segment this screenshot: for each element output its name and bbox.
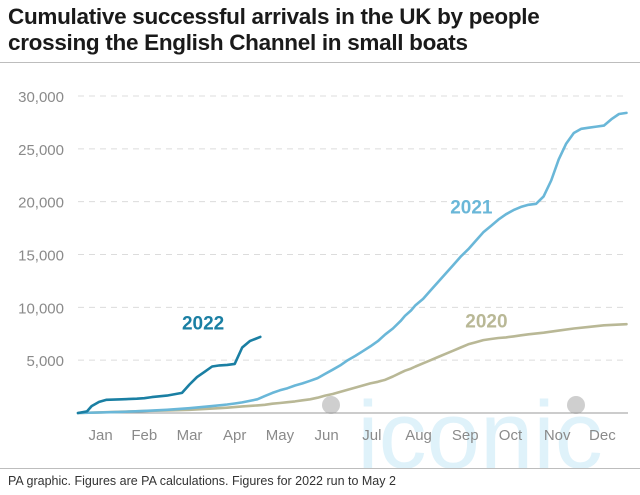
series-labels: 2020 2021 2022 [182, 197, 508, 334]
watermark: iconic [322, 382, 603, 489]
y-tick-label: 25,000 [18, 142, 64, 159]
x-tick-label: Feb [131, 427, 157, 444]
footer-divider [0, 468, 640, 469]
y-tick-label: 30,000 [18, 89, 64, 106]
watermark-dot [567, 396, 585, 414]
gridlines [78, 95, 628, 361]
x-tick-label: Jan [89, 427, 113, 444]
x-tick-label: Apr [223, 427, 246, 444]
title-divider [0, 62, 640, 63]
series-lines [76, 111, 628, 415]
series-label-2020: 2020 [465, 311, 507, 332]
y-tick-label: 5,000 [26, 353, 64, 370]
x-tick-label: May [266, 427, 295, 444]
y-tick-label: 20,000 [18, 195, 64, 212]
x-tick-label: Dec [589, 427, 616, 444]
x-tick-label: Jul [362, 427, 381, 444]
series-line-2021 [76, 111, 628, 415]
axes: 5,000 10,000 15,000 20,000 25,000 30,000 Jan Fe… [18, 89, 628, 444]
y-tick-label: 10,000 [18, 300, 64, 317]
x-tick-label: Sep [452, 427, 479, 444]
series-label-2022: 2022 [182, 314, 224, 335]
series-label-2021: 2021 [450, 197, 493, 218]
footer-note: PA graphic. Figures are PA calculations.… [8, 474, 396, 488]
series-line-2022 [76, 335, 262, 415]
chart-title: Cumulative successful arrivals in the UK… [8, 4, 540, 55]
watermark-text: iconic [357, 382, 602, 489]
x-tick-label: Aug [405, 427, 432, 444]
x-tick-label: Mar [177, 427, 203, 444]
x-tick-label: Jun [315, 427, 339, 444]
watermark-dot [322, 396, 340, 414]
x-tick-label: Oct [499, 427, 523, 444]
y-tick-label: 15,000 [18, 248, 64, 265]
x-tick-label: Nov [544, 427, 571, 444]
series-line-2020 [76, 322, 628, 415]
